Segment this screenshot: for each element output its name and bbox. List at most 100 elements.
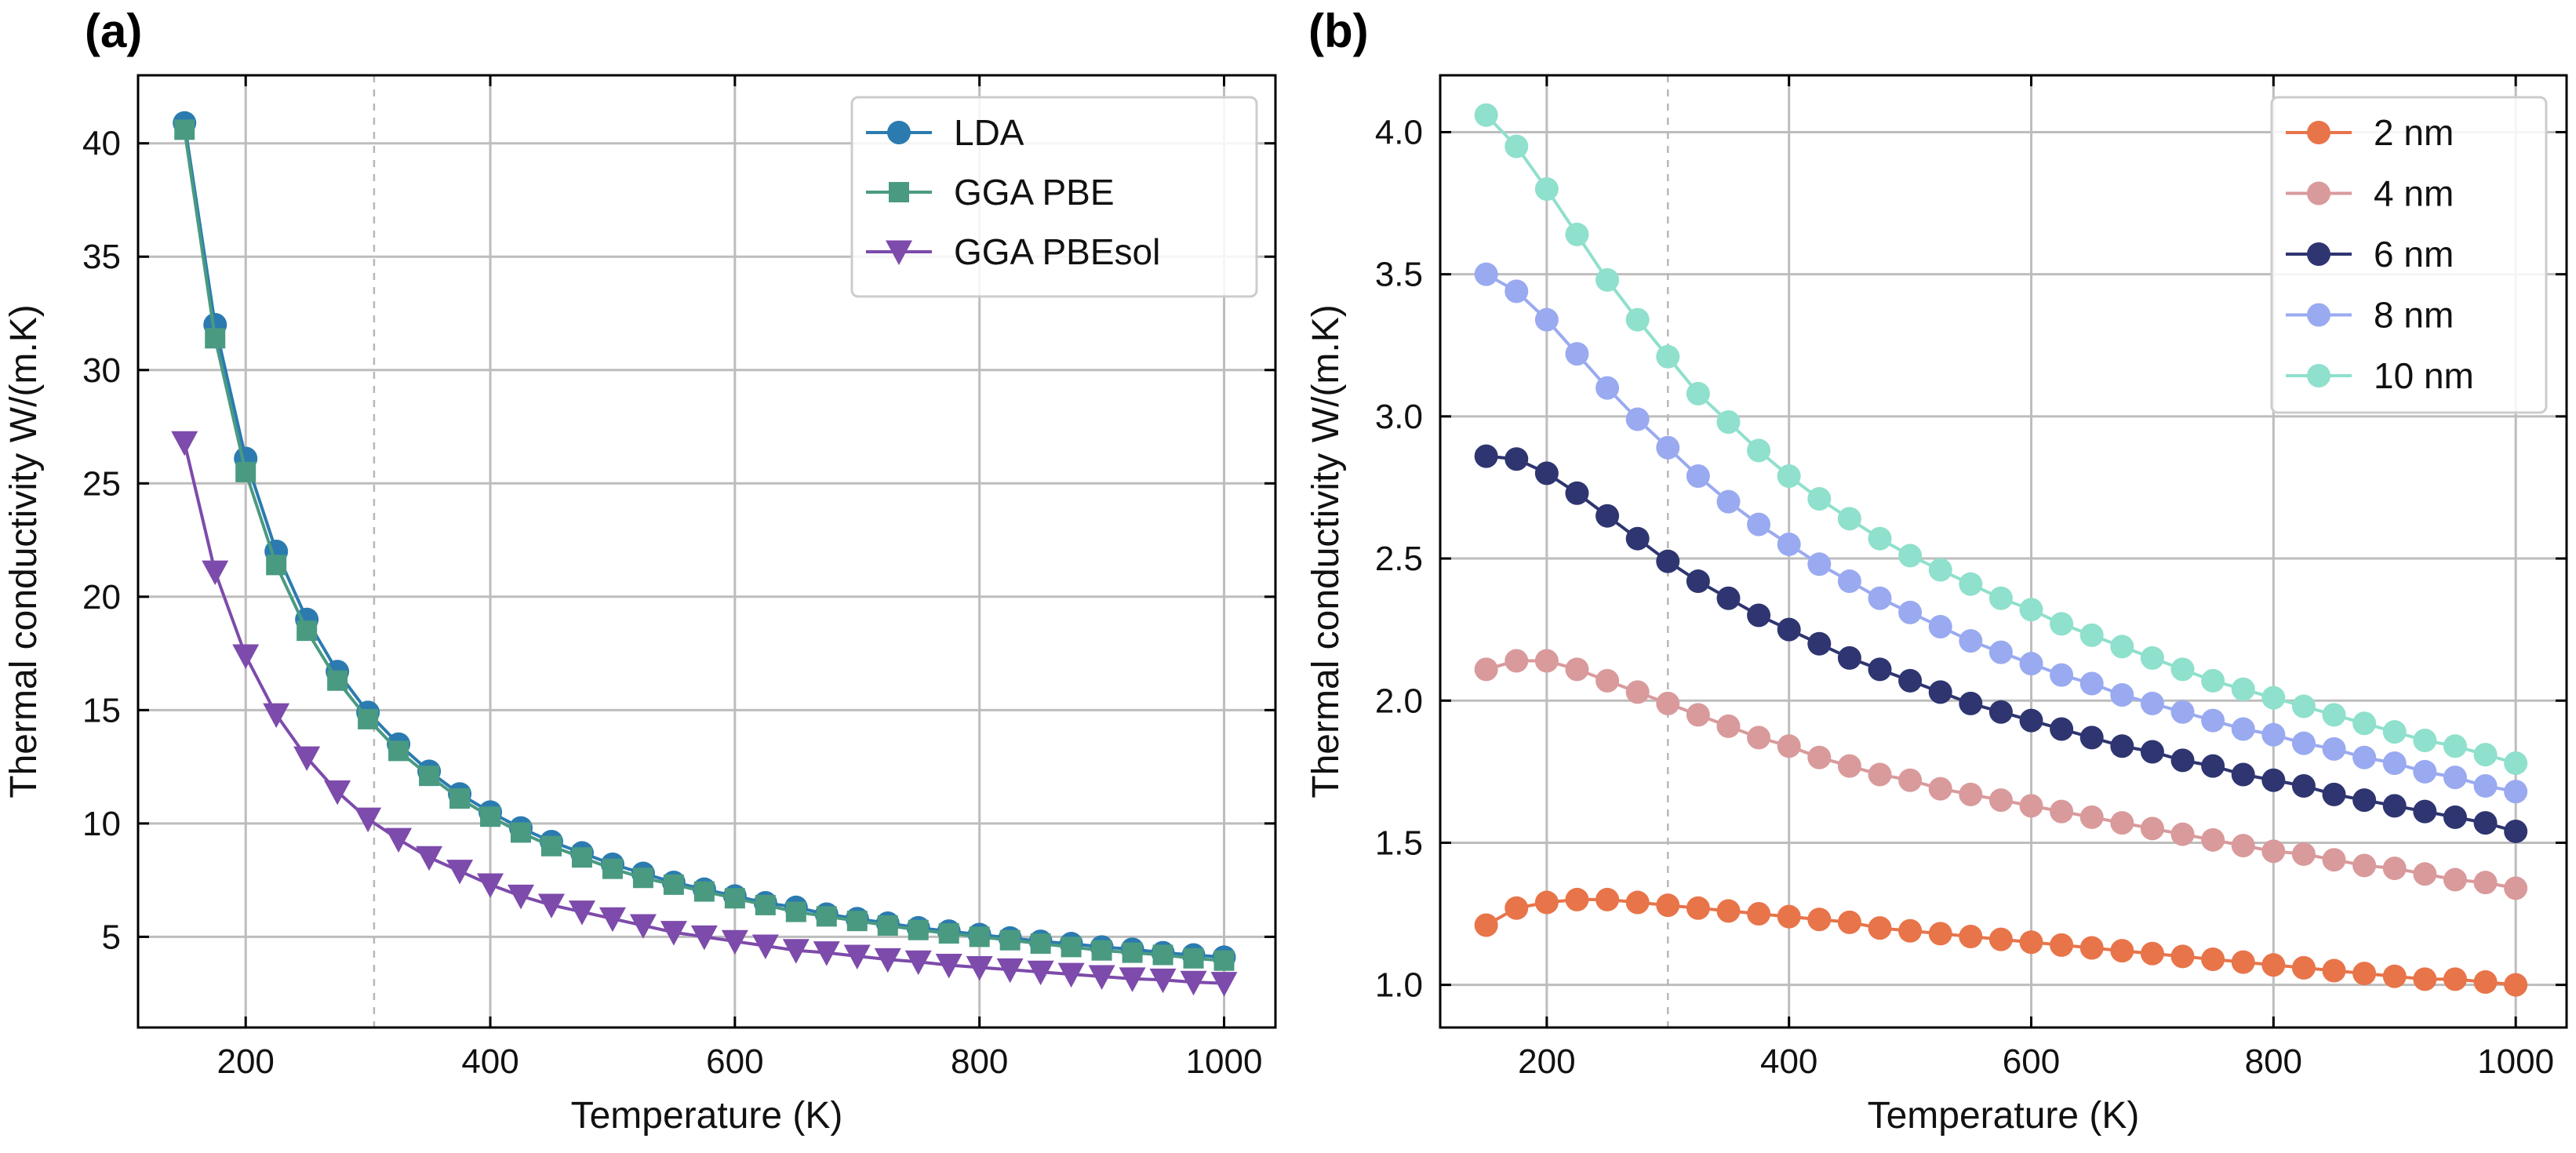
data-point — [1534, 461, 1559, 486]
data-point — [877, 915, 898, 936]
data-point — [1837, 569, 1861, 594]
data-point — [1686, 703, 1710, 727]
panel-a-plot-frame — [136, 74, 1277, 1029]
data-point — [1959, 572, 1983, 596]
data-point — [629, 914, 657, 939]
data-point — [1807, 631, 1832, 656]
data-point — [1625, 526, 1650, 551]
data-point — [2443, 734, 2467, 758]
data-point — [1959, 629, 1983, 653]
panel-b-x-axis-label: Temperature (K) — [1868, 1095, 2140, 1137]
data-point — [419, 766, 440, 787]
legend-label: 8 nm — [2374, 295, 2454, 336]
data-point — [999, 929, 1021, 951]
data-point — [1504, 896, 1529, 920]
data-point — [2140, 817, 2164, 841]
data-point — [327, 670, 348, 691]
data-point — [1837, 910, 1861, 934]
data-point — [235, 461, 257, 482]
data-point — [1747, 438, 1771, 463]
data-point — [2322, 703, 2346, 727]
data-point — [2050, 612, 2074, 636]
x-tick-label: 1000 — [1186, 1042, 1263, 1081]
data-point — [1716, 899, 1741, 923]
data-point — [693, 881, 715, 902]
data-point — [2473, 743, 2498, 767]
y-tick-label: 20 — [82, 578, 121, 617]
data-point — [755, 894, 776, 915]
data-point — [1807, 552, 1832, 576]
data-point — [2322, 782, 2346, 806]
legend-label: 4 nm — [2374, 173, 2454, 214]
y-tick-label: 10 — [82, 805, 121, 843]
y-tick-label: 1.0 — [1375, 966, 1423, 1005]
data-point — [508, 884, 535, 910]
data-point — [1716, 586, 1741, 610]
y-tick-label: 3.5 — [1375, 256, 1423, 294]
legend-marker — [886, 240, 912, 265]
data-point — [2322, 737, 2346, 761]
data-point — [2473, 970, 2498, 995]
data-point — [2261, 686, 2286, 710]
data-point — [1027, 960, 1054, 986]
data-point — [2261, 953, 2286, 977]
data-point — [1534, 176, 1559, 201]
data-point — [1565, 342, 1589, 366]
data-point — [1625, 307, 1650, 332]
x-tick-label: 600 — [2003, 1042, 2060, 1081]
data-point — [2504, 751, 2528, 775]
data-point — [2382, 964, 2407, 988]
series-10-nm — [1474, 103, 2528, 775]
data-point — [935, 954, 962, 979]
data-point — [2140, 941, 2164, 966]
y-tick-label: 25 — [82, 464, 121, 503]
data-point — [293, 746, 321, 772]
data-point — [1474, 657, 1498, 682]
legend-item: LDA — [866, 112, 1024, 153]
data-point — [416, 846, 443, 871]
data-point — [2079, 726, 2104, 750]
data-point — [2110, 939, 2134, 963]
panel-b-series — [1474, 103, 2528, 997]
data-point — [2291, 842, 2316, 866]
data-point — [1565, 222, 1589, 246]
x-tick-label: 600 — [706, 1042, 763, 1081]
legend-box — [2270, 96, 2548, 414]
data-point — [1716, 489, 1741, 514]
data-point — [2110, 635, 2134, 659]
data-point — [2413, 799, 2437, 824]
data-point — [2231, 834, 2255, 858]
data-point — [2170, 822, 2195, 846]
data-point — [996, 958, 1024, 984]
data-point — [1088, 965, 1115, 990]
data-point — [1474, 913, 1498, 937]
x-tick-label: 800 — [951, 1042, 1008, 1081]
data-point — [1656, 893, 1680, 918]
data-point — [2019, 794, 2043, 818]
data-point — [1595, 887, 1620, 911]
data-point — [2110, 811, 2134, 835]
data-point — [1898, 668, 1923, 693]
panel-a-legend: LDA GGA PBE GGA PBEsol — [850, 96, 1258, 298]
data-point — [1988, 640, 2013, 664]
data-point — [2019, 652, 2043, 676]
data-point — [1180, 970, 1207, 996]
data-point — [2443, 967, 2467, 991]
data-point — [1656, 435, 1680, 460]
series-8-nm — [1474, 262, 2528, 804]
data-point — [969, 926, 990, 947]
data-point — [2231, 677, 2255, 701]
data-point — [663, 874, 684, 895]
data-point — [1988, 927, 2013, 951]
data-point — [1504, 134, 1529, 158]
data-point — [1928, 615, 1952, 639]
data-point — [632, 867, 653, 889]
data-point — [2019, 930, 2043, 955]
data-point — [266, 555, 287, 576]
series-line — [183, 442, 1224, 985]
data-point — [2261, 722, 2286, 747]
legend-marker — [2307, 303, 2330, 327]
y-tick-label: 40 — [82, 125, 121, 163]
data-point — [1959, 925, 1983, 949]
